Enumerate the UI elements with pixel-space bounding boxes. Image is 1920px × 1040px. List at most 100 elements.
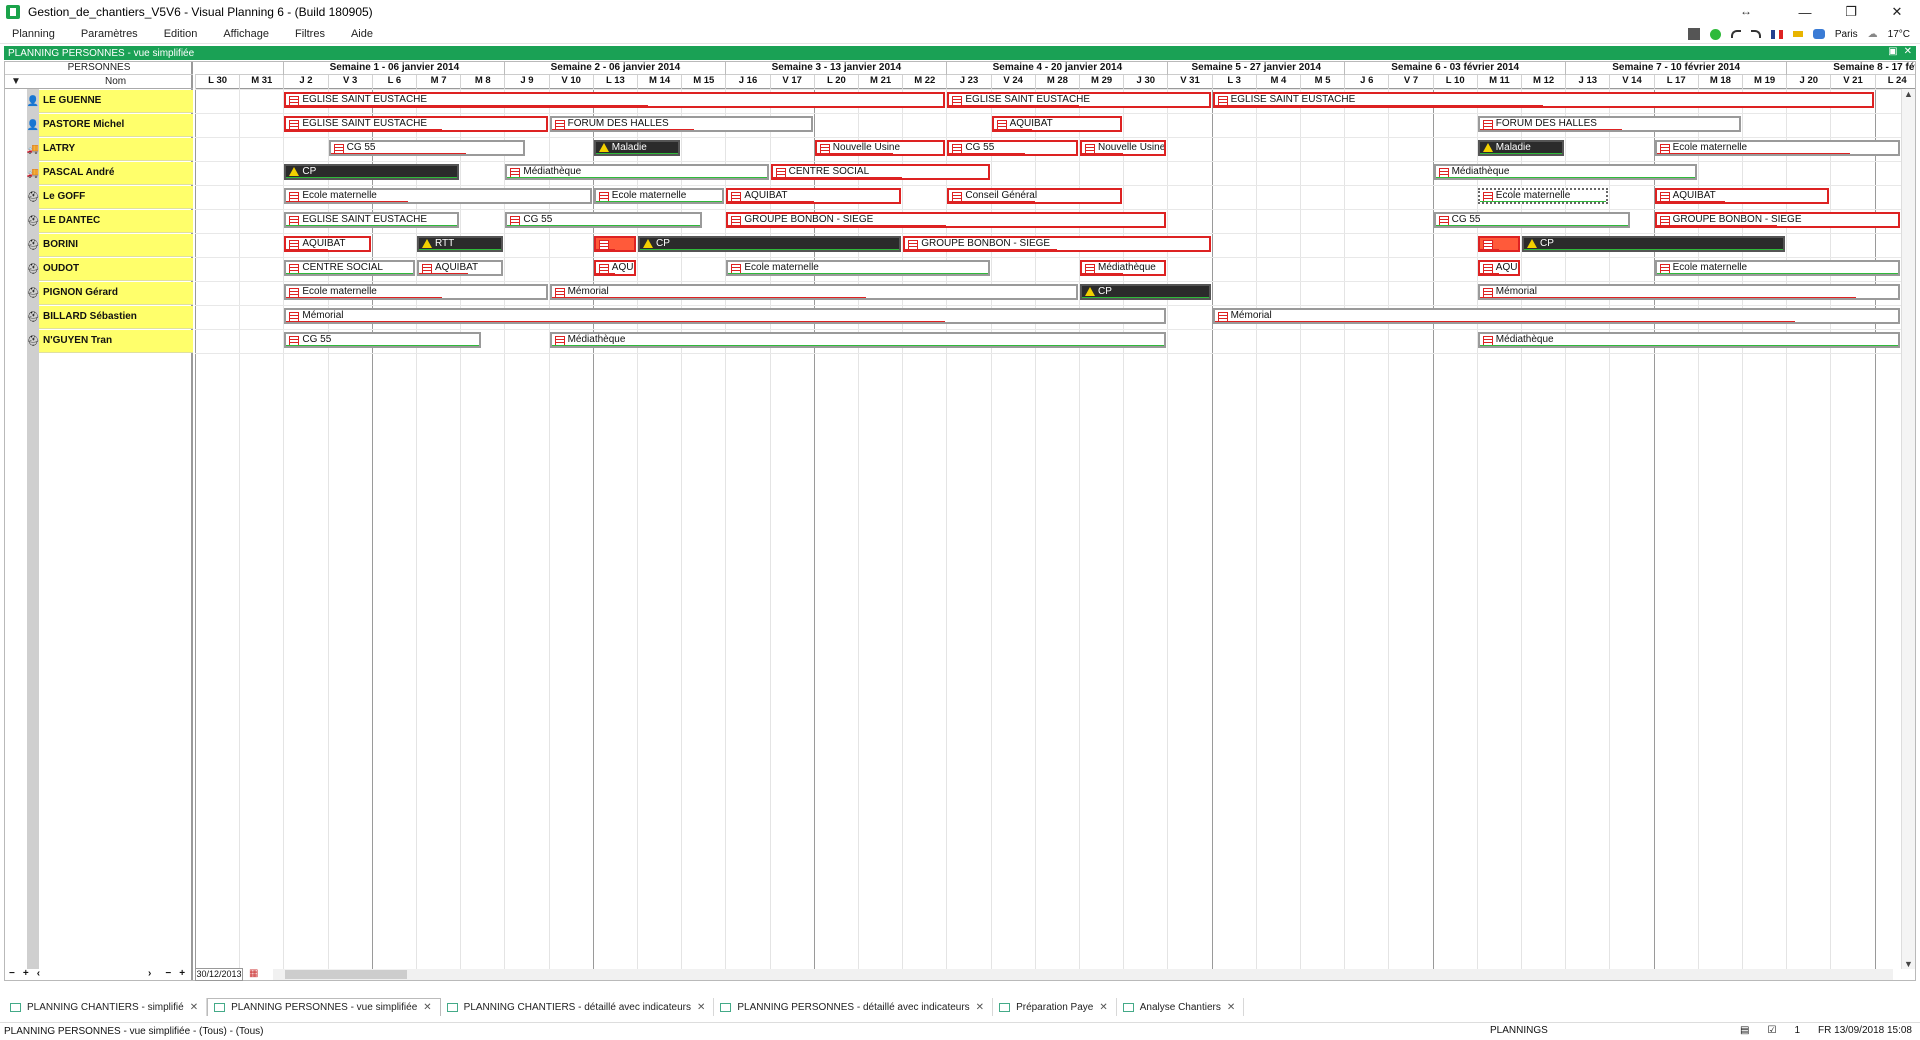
day-label[interactable]: M 29	[1079, 75, 1123, 89]
menu-edition[interactable]: Edition	[163, 27, 198, 40]
day-label[interactable]: V 7	[1388, 75, 1432, 89]
task-bar[interactable]: AQUI	[1477, 260, 1520, 276]
horizontal-scrollbar[interactable]	[273, 969, 1893, 980]
task-bar[interactable]	[1477, 236, 1520, 252]
task-bar[interactable]: Nouvelle Usine	[814, 140, 946, 156]
day-label[interactable]: J 23	[946, 75, 990, 89]
redo-icon[interactable]	[1750, 30, 1761, 38]
task-bar[interactable]: Maladie	[1477, 140, 1565, 156]
day-label[interactable]: J 20	[1786, 75, 1830, 89]
day-label[interactable]: V 3	[327, 75, 372, 89]
task-bar[interactable]: Mémorial	[1212, 308, 1900, 324]
task-bar[interactable]: Ecole maternelle	[726, 260, 990, 276]
day-label[interactable]: M 7	[416, 75, 460, 89]
day-label[interactable]: J 30	[1123, 75, 1167, 89]
resource-name[interactable]: LE GUENNE	[39, 89, 193, 113]
resource-name[interactable]: BORINI	[39, 233, 193, 257]
task-bar[interactable]: EGLISE SAINT EUSTACHE	[284, 212, 460, 228]
expand-rows-button[interactable]: +	[22, 968, 29, 979]
resource-name[interactable]: LATRY	[39, 137, 193, 161]
task-bar[interactable]: FORUM DES HALLES	[549, 116, 813, 132]
zoom-in-button[interactable]: +	[179, 968, 186, 979]
task-bar[interactable]: Médiathèque	[1433, 164, 1697, 180]
task-bar[interactable]: Mémorial	[549, 284, 1078, 300]
view-close-icon[interactable]: ✕	[1903, 46, 1912, 57]
task-bar[interactable]: Mémorial	[284, 308, 1167, 324]
resource-row[interactable]: truck-icon🚚PASCAL André	[27, 161, 193, 185]
close-button[interactable]: ✕	[1891, 4, 1903, 19]
task-bar[interactable]: EGLISE SAINT EUSTACHE	[947, 92, 1211, 108]
task-bar[interactable]: CP	[1080, 284, 1211, 300]
task-bar[interactable]: Nouvelle Usine	[1080, 140, 1167, 156]
task-bar[interactable]: AQUIBAT	[1654, 188, 1830, 204]
task-bar[interactable]: Ecole maternelle	[593, 188, 725, 204]
task-bar[interactable]: RTT	[417, 236, 504, 252]
task-bar[interactable]: CP	[638, 236, 902, 252]
view-tab[interactable]: Analyse Chantiers ✕	[1117, 998, 1245, 1016]
close-tab-icon[interactable]: ✕	[696, 1001, 706, 1013]
view-tab[interactable]: PLANNING CHANTIERS - détaillé avec indic…	[441, 998, 715, 1016]
resource-row[interactable]: helmet-icon⛑PIGNON Gérard	[27, 281, 193, 305]
zoom-out-button[interactable]: −	[165, 968, 172, 979]
task-bar[interactable]: Médiathèque	[549, 332, 1167, 348]
menu-aide[interactable]: Aide	[350, 27, 373, 40]
task-bar[interactable]: CP	[284, 164, 460, 180]
task-bar[interactable]: Ecole maternelle	[284, 284, 548, 300]
resource-name[interactable]: PIGNON Gérard	[39, 281, 193, 305]
task-bar[interactable]: Ecole maternelle	[1654, 260, 1900, 276]
scroll-right-icon[interactable]: ›	[148, 968, 152, 979]
task-bar[interactable]: CG 55	[1433, 212, 1631, 228]
resource-row[interactable]: truck-icon🚚LATRY	[27, 137, 193, 161]
task-bar[interactable]: CG 55	[505, 212, 703, 228]
chat-icon[interactable]	[1812, 29, 1825, 39]
collapse-rows-button[interactable]: −	[9, 968, 15, 979]
vertical-scrollbar[interactable]: ▲ ▼	[1901, 89, 1915, 969]
day-label[interactable]: M 12	[1521, 75, 1565, 89]
undo-icon[interactable]	[1730, 30, 1741, 38]
day-label[interactable]: L 24	[1874, 75, 1915, 89]
day-label[interactable]: J 16	[725, 75, 769, 89]
flag-fr-icon[interactable]	[1770, 29, 1783, 39]
task-bar[interactable]: AQUIBAT	[991, 116, 1123, 132]
column-nom[interactable]: Nom	[105, 76, 127, 87]
layout-icon[interactable]	[1687, 28, 1700, 40]
day-label[interactable]: L 13	[592, 75, 637, 89]
task-bar[interactable]: Maladie	[593, 140, 681, 156]
resource-row[interactable]: helmet-icon⛑Le GOFF	[27, 185, 193, 209]
task-bar[interactable]	[593, 236, 636, 252]
task-bar[interactable]: GROUPE BONBON - SIEGE	[726, 212, 1167, 228]
day-label[interactable]: L 3	[1211, 75, 1256, 89]
day-label[interactable]: M 19	[1742, 75, 1786, 89]
task-bar[interactable]: AQUIBAT	[726, 188, 902, 204]
close-tab-icon[interactable]: ✕	[423, 1002, 432, 1013]
plannings-indicator[interactable]: PLANNINGS	[1490, 1025, 1548, 1036]
menu-parametres[interactable]: Paramètres	[80, 27, 138, 40]
resource-row[interactable]: helmet-icon⛑BILLARD Sébastien	[27, 305, 193, 329]
day-label[interactable]: M 14	[637, 75, 681, 89]
day-label[interactable]: V 14	[1609, 75, 1653, 89]
day-label[interactable]: M 15	[681, 75, 725, 89]
filter-icon[interactable]: ▼	[11, 76, 21, 87]
day-label[interactable]: J 2	[283, 75, 327, 89]
scroll-left-icon[interactable]: ‹	[36, 968, 41, 979]
task-bar[interactable]: Conseil Général	[947, 188, 1123, 204]
day-label[interactable]: V 10	[548, 75, 593, 89]
connection-icon[interactable]	[1709, 28, 1721, 40]
scroll-down-icon[interactable]: ▼	[1904, 959, 1913, 969]
close-tab-icon[interactable]: ✕	[1226, 1001, 1236, 1013]
task-bar[interactable]: GROUPE BONBON - SIEGE	[903, 236, 1211, 252]
day-label[interactable]: M 31	[239, 75, 283, 89]
calendar-icon[interactable]: ▦	[249, 968, 259, 979]
layout-toggle-icon[interactable]: ▤	[1740, 1025, 1750, 1036]
date-field[interactable]: 30/12/2013	[195, 968, 243, 981]
task-bar[interactable]: CP	[1522, 236, 1786, 252]
day-label[interactable]: J 9	[504, 75, 548, 89]
task-bar[interactable]: Mémorial	[1477, 284, 1900, 300]
task-bar[interactable]: EGLISE SAINT EUSTACHE	[284, 92, 946, 108]
day-label[interactable]: J 13	[1565, 75, 1609, 89]
day-label[interactable]: M 18	[1697, 75, 1742, 89]
task-bar[interactable]: Médiathèque	[1080, 260, 1167, 276]
resize-icon[interactable]: ↔	[1740, 4, 1752, 18]
view-tab[interactable]: PLANNING PERSONNES - détaillé avec indic…	[714, 998, 994, 1016]
task-bar[interactable]: EGLISE SAINT EUSTACHE	[1212, 92, 1874, 108]
